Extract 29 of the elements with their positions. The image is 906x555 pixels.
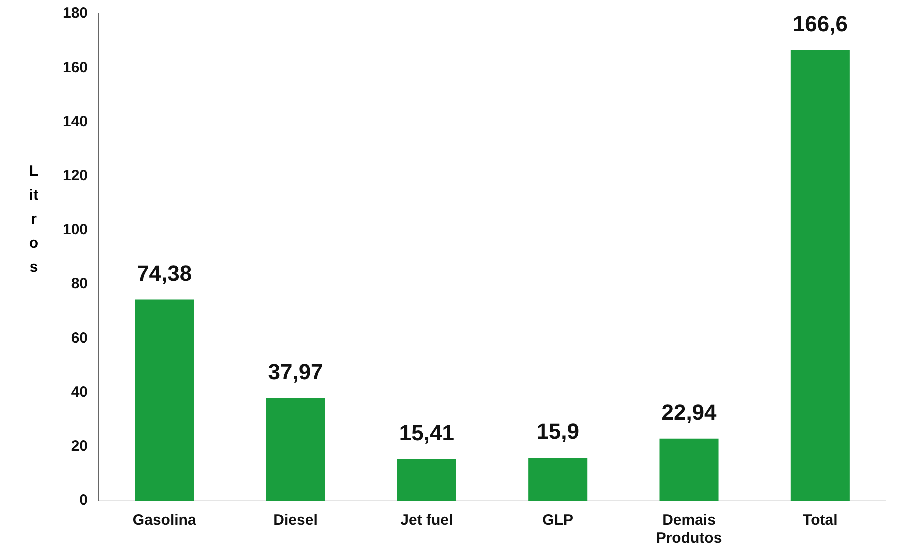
y-tick-label: 40 bbox=[71, 384, 88, 401]
y-axis-title: Litros bbox=[28, 162, 40, 278]
y-tick-label: 80 bbox=[71, 276, 88, 293]
y-tick-label: 60 bbox=[71, 330, 88, 347]
x-tick-label: Demais Produtos bbox=[656, 512, 722, 548]
data-label: 22,94 bbox=[662, 400, 718, 425]
x-tick-label: GLP bbox=[542, 512, 574, 530]
bar bbox=[790, 50, 850, 501]
x-tick-label: Diesel bbox=[274, 512, 318, 530]
bar bbox=[266, 398, 326, 501]
data-label: 166,6 bbox=[792, 11, 848, 36]
x-tick-label: Total bbox=[803, 512, 838, 530]
data-label: 74,38 bbox=[137, 260, 192, 286]
y-tick-label: 180 bbox=[62, 5, 88, 22]
data-label: 37,97 bbox=[268, 359, 324, 384]
x-tick-label: Jet fuel bbox=[400, 512, 454, 530]
bar bbox=[135, 300, 194, 501]
data-label: 15,9 bbox=[536, 419, 580, 444]
y-tick-label: 160 bbox=[62, 59, 88, 76]
y-tick-label: 20 bbox=[71, 438, 88, 456]
data-label: 15,41 bbox=[399, 420, 454, 446]
bar bbox=[397, 459, 456, 501]
y-tick-label: 0 bbox=[80, 492, 88, 510]
y-tick-label: 100 bbox=[62, 222, 88, 239]
bar bbox=[660, 438, 719, 501]
bar bbox=[528, 458, 588, 501]
x-tick-label: Gasolina bbox=[132, 512, 197, 530]
y-tick-label: 140 bbox=[62, 113, 88, 130]
y-tick-label: 120 bbox=[62, 167, 88, 184]
